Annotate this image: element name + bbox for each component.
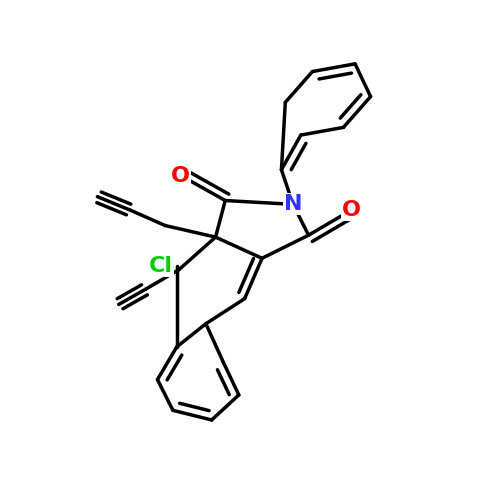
Text: Cl: Cl (150, 256, 174, 276)
Text: N: N (284, 194, 302, 214)
Text: O: O (342, 200, 360, 220)
Text: O: O (171, 166, 190, 186)
